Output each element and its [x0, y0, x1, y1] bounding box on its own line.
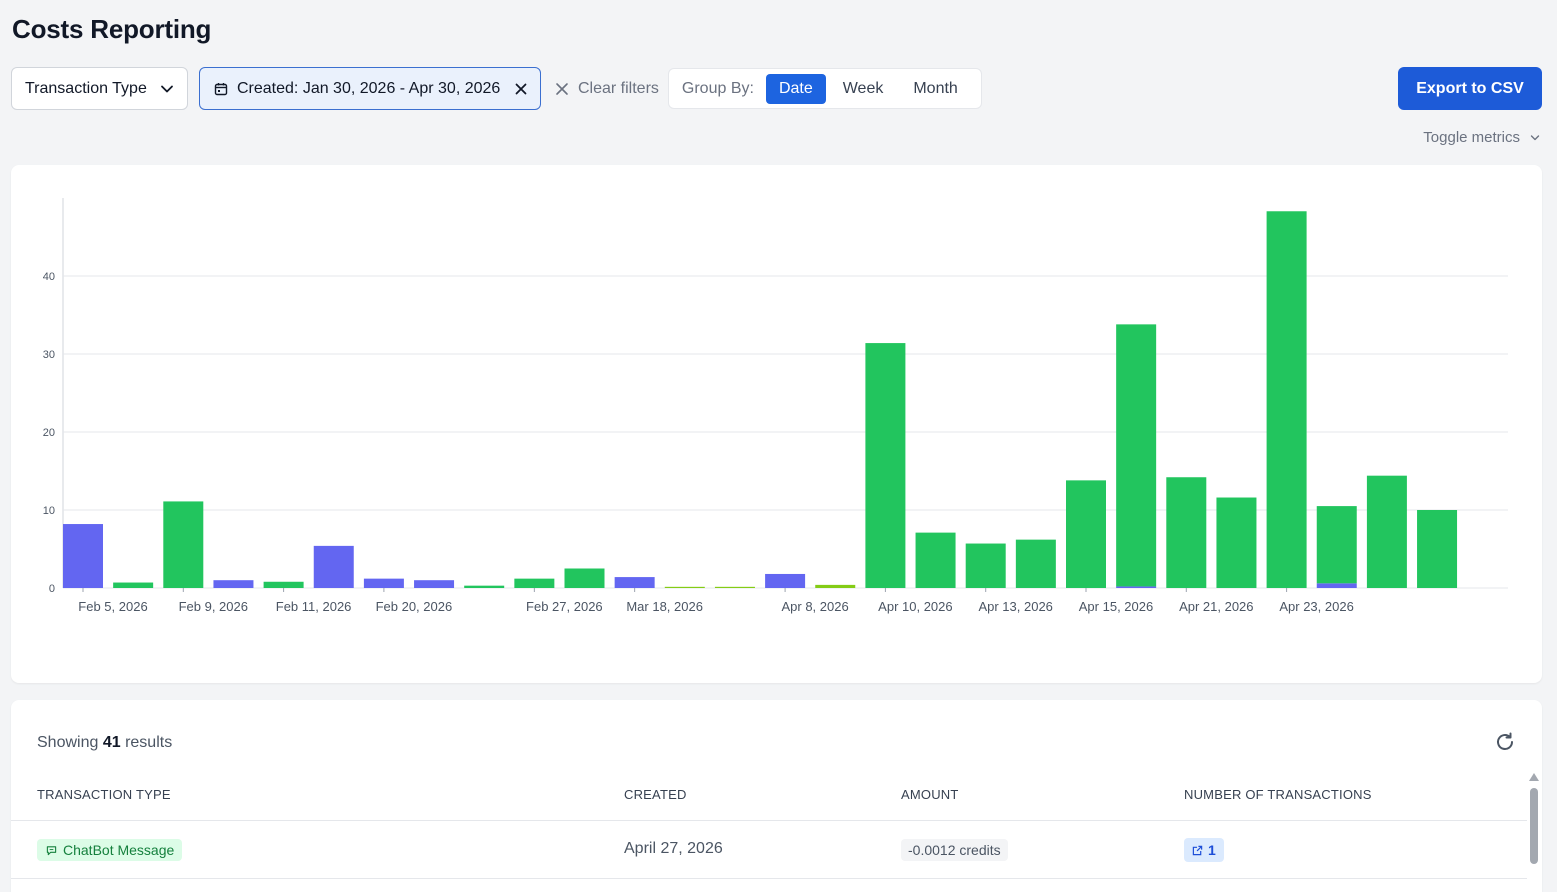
x-tick-label: Feb 27, 2026 [526, 599, 603, 614]
chart-bar [263, 581, 304, 588]
results-count: 41 [102, 734, 121, 751]
chart-bar [1066, 480, 1106, 588]
transactions-count-link[interactable]: 1 [1184, 838, 1224, 862]
showing-prefix: Showing [37, 734, 99, 751]
table-header: TRANSACTION TYPE CREATED AMOUNT NUMBER O… [11, 780, 1527, 821]
x-tick-label: Mar 18, 2026 [626, 599, 703, 614]
date-range-filter-chip[interactable]: Created: Jan 30, 2026 - Apr 30, 2026 [199, 67, 541, 110]
export-csv-button[interactable]: Export to CSV [1398, 67, 1542, 110]
amount-badge: -0.0012 credits [901, 839, 1008, 861]
clear-filters-label: Clear filters [578, 79, 659, 97]
transaction-type-text: ChatBot Message [63, 842, 175, 858]
x-tick-label: Apr 15, 2026 [1079, 599, 1153, 614]
chart-bar [765, 573, 806, 588]
x-tick-label: Feb 5, 2026 [78, 599, 147, 614]
x-tick-label: Feb 9, 2026 [179, 599, 248, 614]
transaction-type-badge: ChatBot Message [37, 839, 183, 861]
chart-bar [1116, 324, 1157, 587]
toggle-metrics-button[interactable]: Toggle metrics [1423, 129, 1540, 146]
chart-bar [414, 580, 455, 588]
chart-bar [614, 577, 655, 588]
y-tick-label: 20 [43, 427, 55, 439]
x-tick-label: Apr 10, 2026 [878, 599, 952, 614]
transaction-type-dropdown[interactable]: Transaction Type [11, 67, 188, 110]
results-table-card: Showing 41 results TRANSACTION TYPE CREA… [11, 700, 1542, 892]
costs-bar-chart: 0 10 20 30 40 Feb 5, 2026 Feb 9, 2026 Feb 11, 2… [43, 198, 1508, 614]
chart-bar [63, 524, 103, 588]
group-by-date[interactable]: Date [765, 73, 826, 104]
created-date: April 27, 2026 [624, 840, 723, 857]
chat-message-icon [46, 845, 57, 855]
close-icon[interactable] [514, 82, 528, 96]
x-tick-label: Apr 8, 2026 [781, 599, 848, 614]
y-tick-label: 0 [49, 583, 55, 595]
chart-bar [915, 532, 956, 588]
date-range-label: Created: Jan 30, 2026 - Apr 30, 2026 [237, 79, 501, 97]
chart-bar [1266, 211, 1307, 588]
chart-bar [865, 343, 906, 588]
transactions-count: 1 [1208, 842, 1216, 858]
scroll-up-arrow[interactable] [1529, 773, 1539, 781]
header-created[interactable]: CREATED [624, 787, 687, 802]
x-tick-label: Apr 21, 2026 [1179, 599, 1253, 614]
results-summary: Showing 41 results [37, 734, 172, 752]
chart-bar [113, 582, 154, 588]
chart-bar [564, 568, 605, 588]
group-by-label: Group By: [681, 79, 754, 97]
header-number-of-transactions[interactable]: NUMBER OF TRANSACTIONS [1184, 787, 1372, 802]
chart-bar [363, 578, 404, 588]
chart-bar [664, 586, 705, 588]
refresh-icon[interactable] [1494, 731, 1516, 753]
clear-filters-button[interactable]: Clear filters [554, 80, 659, 98]
page-title: Costs Reporting [12, 14, 212, 44]
chart-bar [514, 578, 555, 588]
chart-bar [464, 585, 505, 588]
chart-bar [213, 580, 254, 588]
chart-bar [1417, 510, 1458, 588]
y-tick-label: 30 [43, 349, 55, 361]
scrollbar-thumb[interactable] [1530, 788, 1538, 864]
chart-bar [714, 586, 755, 588]
table-row[interactable]: ChatBot Message April 27, 2026 -0.0012 c… [11, 821, 1527, 879]
chevron-down-icon [161, 85, 173, 92]
chart-bar [815, 584, 856, 588]
chart-bar [1316, 506, 1357, 584]
transaction-type-label: Transaction Type [25, 79, 147, 97]
close-icon [556, 82, 568, 95]
y-tick-label: 10 [43, 505, 55, 517]
chevron-down-icon [1530, 134, 1540, 140]
external-link-icon [1192, 845, 1203, 855]
group-by-control: Group By: Date Week Month [667, 68, 982, 109]
chart-bar [1166, 477, 1207, 588]
chart-bar [163, 501, 204, 588]
x-tick-label: Apr 13, 2026 [978, 599, 1052, 614]
header-transaction-type[interactable]: TRANSACTION TYPE [37, 787, 171, 802]
chart-bar [965, 543, 1006, 588]
group-by-month[interactable]: Month [913, 79, 958, 97]
toggle-metrics-label: Toggle metrics [1423, 129, 1520, 146]
costs-chart-card: 0 10 20 30 40 Feb 5, 2026 Feb 9, 2026 Feb 11, 2… [11, 165, 1542, 683]
group-by-week[interactable]: Week [842, 79, 884, 97]
x-tick-label: Apr 23, 2026 [1279, 599, 1353, 614]
x-tick-label: Feb 20, 2026 [376, 599, 453, 614]
header-amount[interactable]: AMOUNT [901, 787, 959, 802]
table-scrollbar[interactable] [1527, 770, 1541, 892]
chart-bar [1366, 475, 1407, 588]
x-tick-label: Feb 11, 2026 [276, 599, 352, 614]
chart-bar [1216, 497, 1257, 588]
showing-suffix: results [125, 734, 173, 751]
y-tick-label: 40 [43, 271, 55, 283]
filter-toolbar: Transaction Type Created: Jan 30, 2026 -… [11, 67, 982, 110]
chart-bar [1116, 586, 1157, 588]
chart-bar [1316, 583, 1357, 588]
chart-bar [1015, 539, 1056, 588]
chart-bar [313, 545, 354, 588]
calendar-icon [214, 82, 228, 95]
